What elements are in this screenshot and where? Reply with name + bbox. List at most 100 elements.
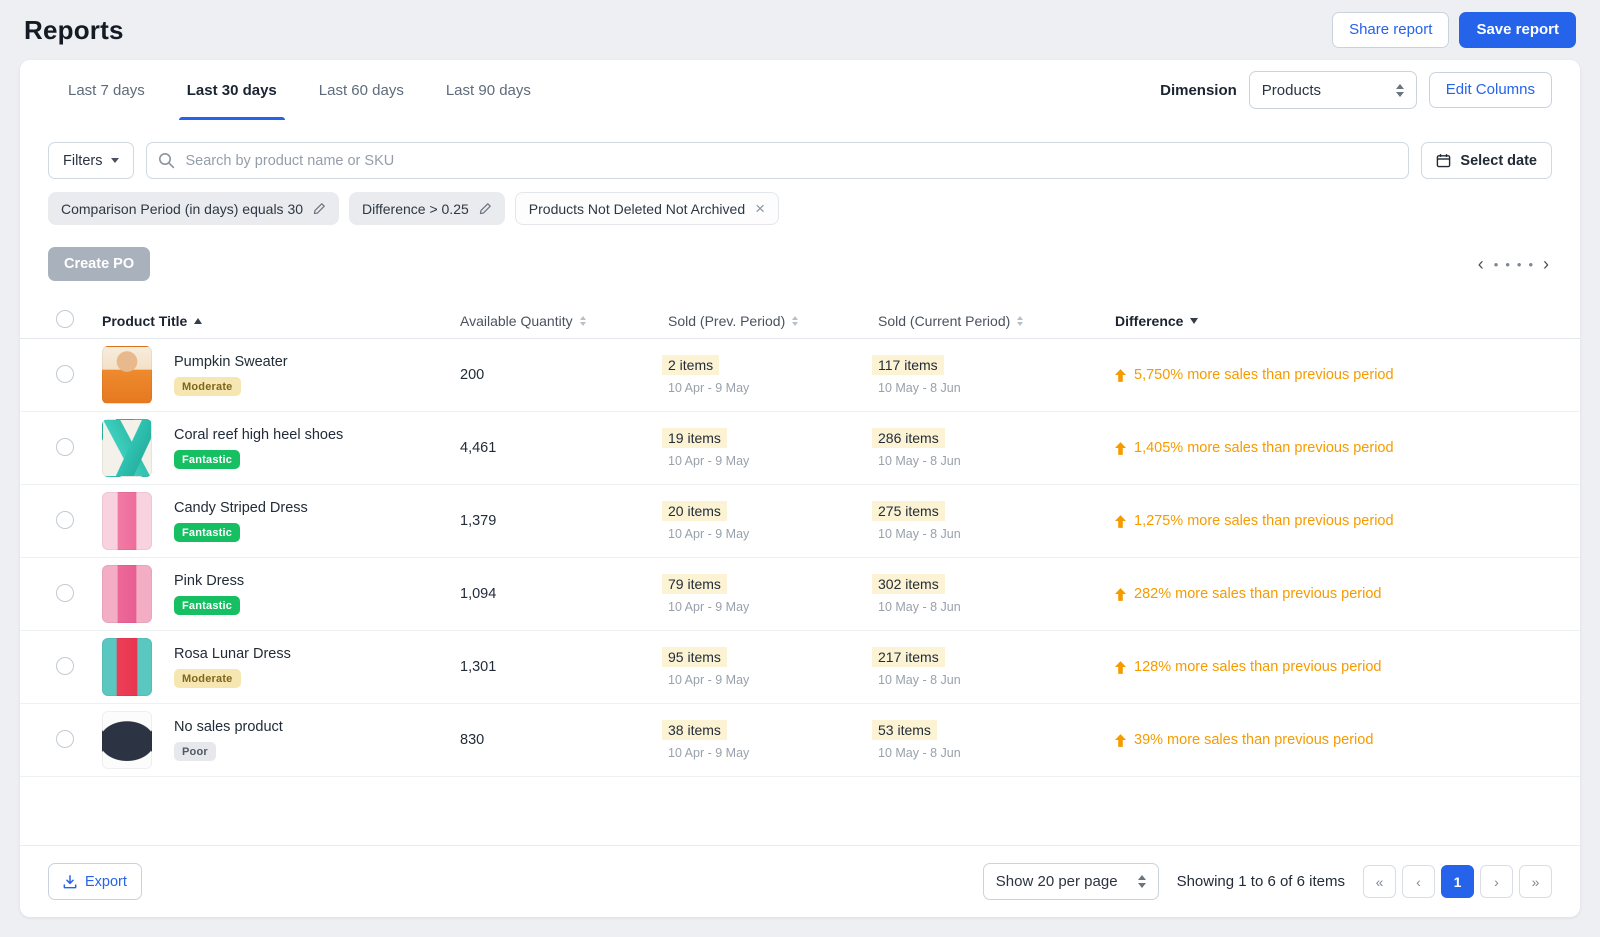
sold-prev-value: 20 items xyxy=(662,501,727,521)
footer-right: Show 20 per page Showing 1 to 6 of 6 ite… xyxy=(983,863,1552,900)
edit-pencil-icon[interactable] xyxy=(313,202,326,215)
table-header-row: Product Title Available Quantity Sold (P… xyxy=(20,303,1580,339)
pagination-page-1-button[interactable]: 1 xyxy=(1441,865,1474,898)
create-po-button[interactable]: Create PO xyxy=(48,247,150,281)
dimension-group: Dimension Products Edit Columns xyxy=(1160,60,1552,120)
edit-pencil-icon[interactable] xyxy=(479,202,492,215)
product-title: Pink Dress xyxy=(174,573,244,589)
carousel-dot[interactable]: • xyxy=(1528,258,1533,271)
select-date-button[interactable]: Select date xyxy=(1421,142,1552,179)
pagination-prev-button[interactable]: ‹ xyxy=(1402,865,1435,898)
row-checkbox[interactable] xyxy=(56,438,74,456)
available-quantity: 200 xyxy=(460,367,668,383)
row-checkbox[interactable] xyxy=(56,511,74,529)
difference-cell: 128% more sales than previous period xyxy=(1115,659,1552,675)
remove-chip-icon[interactable]: × xyxy=(755,200,765,217)
carousel-next-icon[interactable]: › xyxy=(1540,255,1552,273)
date-range-tabs: Last 7 days Last 30 days Last 60 days La… xyxy=(68,60,531,120)
chip-label: Comparison Period (in days) equals 30 xyxy=(61,201,303,217)
filter-chip-difference[interactable]: Difference > 0.25 xyxy=(349,192,505,225)
up-arrow-icon xyxy=(1115,515,1126,528)
search-icon xyxy=(158,152,175,169)
table-row: Coral reef high heel shoes Fantastic 4,4… xyxy=(20,412,1580,485)
difference-cell: 282% more sales than previous period xyxy=(1115,586,1552,602)
carousel-dot[interactable]: • xyxy=(1517,258,1522,271)
sold-prev-value: 95 items xyxy=(662,647,727,667)
page-header: Reports Share report Save report xyxy=(0,0,1600,60)
filter-row: Filters Select date xyxy=(20,142,1580,179)
sold-current-value: 217 items xyxy=(872,647,945,667)
difference-cell: 1,275% more sales than previous period xyxy=(1115,513,1552,529)
sold-prev-range: 10 Apr - 9 May xyxy=(668,600,878,614)
up-arrow-icon xyxy=(1115,588,1126,601)
difference-text: 282% more sales than previous period xyxy=(1134,586,1381,602)
showing-items-text: Showing 1 to 6 of 6 items xyxy=(1177,873,1345,890)
caret-down-icon xyxy=(111,158,119,163)
share-report-button[interactable]: Share report xyxy=(1332,12,1449,49)
pagination-last-button[interactable]: » xyxy=(1519,865,1552,898)
difference-cell: 1,405% more sales than previous period xyxy=(1115,440,1552,456)
carousel-prev-icon[interactable]: ‹ xyxy=(1475,255,1487,273)
dimension-select[interactable]: Products xyxy=(1249,71,1417,109)
filters-dropdown-button[interactable]: Filters xyxy=(48,142,134,179)
product-image xyxy=(102,419,152,477)
pagination: « ‹ 1 › » xyxy=(1363,865,1552,898)
filter-chip-comparison-period[interactable]: Comparison Period (in days) equals 30 xyxy=(48,192,339,225)
export-button[interactable]: Export xyxy=(48,863,142,900)
page-size-select[interactable]: Show 20 per page xyxy=(983,863,1159,900)
available-quantity: 4,461 xyxy=(460,440,668,456)
calendar-icon xyxy=(1436,153,1451,168)
dimension-label: Dimension xyxy=(1160,82,1237,99)
pagination-first-button[interactable]: « xyxy=(1363,865,1396,898)
sold-prev-value: 38 items xyxy=(662,720,727,740)
difference-cell: 39% more sales than previous period xyxy=(1115,732,1552,748)
sold-current-range: 10 May - 8 Jun xyxy=(878,600,1115,614)
row-checkbox[interactable] xyxy=(56,584,74,602)
page-title: Reports xyxy=(24,15,124,46)
download-icon xyxy=(63,875,77,889)
save-report-button[interactable]: Save report xyxy=(1459,12,1576,49)
column-header-difference[interactable]: Difference xyxy=(1115,313,1552,329)
row-checkbox[interactable] xyxy=(56,657,74,675)
tab-last-90-days[interactable]: Last 90 days xyxy=(446,60,531,120)
edit-columns-button[interactable]: Edit Columns xyxy=(1429,72,1552,109)
select-all-checkbox[interactable] xyxy=(56,310,74,328)
tab-last-30-days[interactable]: Last 30 days xyxy=(187,60,277,120)
search-input[interactable] xyxy=(146,142,1409,179)
difference-text: 1,405% more sales than previous period xyxy=(1134,440,1394,456)
product-title: Candy Striped Dress xyxy=(174,500,308,516)
product-title: Pumpkin Sweater xyxy=(174,354,288,370)
product-status-badge: Fantastic xyxy=(174,450,240,469)
sold-prev-value: 19 items xyxy=(662,428,727,448)
filters-button-label: Filters xyxy=(63,153,102,169)
column-header-available-quantity[interactable]: Available Quantity xyxy=(460,313,668,329)
sold-prev-value: 2 items xyxy=(662,355,719,375)
filter-chip-products-not-deleted[interactable]: Products Not Deleted Not Archived × xyxy=(515,192,779,225)
tabs-row: Last 7 days Last 30 days Last 60 days La… xyxy=(20,60,1580,120)
table-footer: Export Show 20 per page Showing 1 to 6 o… xyxy=(20,845,1580,917)
row-checkbox[interactable] xyxy=(56,730,74,748)
sold-prev-range: 10 Apr - 9 May xyxy=(668,527,878,541)
carousel-dot[interactable]: • xyxy=(1505,258,1510,271)
page-size-value: Show 20 per page xyxy=(996,873,1118,890)
sort-desc-icon xyxy=(1190,318,1198,324)
chip-label: Products Not Deleted Not Archived xyxy=(529,201,745,217)
row-checkbox[interactable] xyxy=(56,365,74,383)
sort-both-icon xyxy=(1017,316,1023,326)
available-quantity: 1,301 xyxy=(460,659,668,675)
product-image xyxy=(102,492,152,550)
product-image xyxy=(102,565,152,623)
carousel-dot[interactable]: • xyxy=(1494,258,1499,271)
column-header-sold-prev-period[interactable]: Sold (Prev. Period) xyxy=(668,313,878,329)
select-updown-icon xyxy=(1396,84,1404,97)
up-arrow-icon xyxy=(1115,661,1126,674)
pagination-next-button[interactable]: › xyxy=(1480,865,1513,898)
tab-last-60-days[interactable]: Last 60 days xyxy=(319,60,404,120)
sold-current-range: 10 May - 8 Jun xyxy=(878,381,1115,395)
tab-last-7-days[interactable]: Last 7 days xyxy=(68,60,145,120)
column-header-sold-current-period[interactable]: Sold (Current Period) xyxy=(878,313,1115,329)
sold-current-range: 10 May - 8 Jun xyxy=(878,454,1115,468)
column-header-product-title[interactable]: Product Title xyxy=(102,313,460,329)
select-date-label: Select date xyxy=(1460,153,1537,169)
table-row: Pink Dress Fantastic 1,094 79 items 10 A… xyxy=(20,558,1580,631)
